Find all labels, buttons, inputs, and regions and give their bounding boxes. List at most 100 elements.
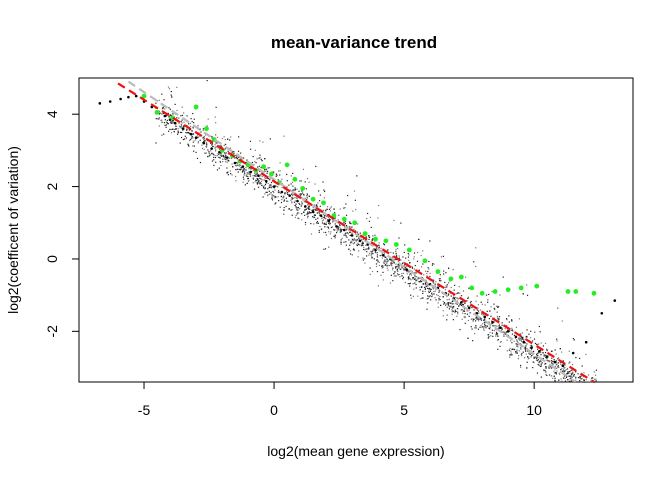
cloud-point <box>262 186 265 188</box>
cloud-point <box>179 131 182 134</box>
cloud-point <box>499 341 502 343</box>
highlighted-point <box>406 247 412 253</box>
cloud-point <box>522 336 524 338</box>
cloud-point <box>448 302 450 304</box>
cloud-point <box>225 152 227 154</box>
cloud-point <box>307 207 310 209</box>
cloud-point <box>362 257 364 259</box>
cloud-point <box>523 357 526 359</box>
cloud-point <box>475 317 477 319</box>
cloud-point <box>214 146 217 148</box>
cloud-point <box>407 270 410 273</box>
cloud-point <box>178 122 180 125</box>
cloud-point <box>172 120 174 122</box>
cloud-point <box>322 216 324 219</box>
cloud-point <box>471 307 473 309</box>
cloud-point <box>503 331 505 333</box>
cloud-point <box>545 354 547 356</box>
cloud-point <box>232 166 234 168</box>
cloud-point <box>325 209 327 211</box>
cloud-point <box>398 273 401 276</box>
cloud-point <box>407 277 410 279</box>
cloud-point <box>550 350 553 352</box>
cloud-point <box>532 350 535 353</box>
cloud-point <box>555 353 557 355</box>
cloud-point <box>392 267 394 269</box>
cloud-point <box>191 137 193 139</box>
cloud-point <box>575 379 577 381</box>
cloud-point <box>358 250 360 252</box>
cloud-point <box>437 284 439 287</box>
cloud-point <box>219 144 221 147</box>
cloud-point <box>537 354 539 357</box>
cloud-point <box>313 208 315 210</box>
cloud-point <box>197 142 199 144</box>
cloud-point <box>319 225 321 228</box>
cloud-point <box>338 226 340 229</box>
cloud-point <box>283 199 286 201</box>
cloud-point <box>401 272 403 275</box>
cloud-point <box>489 326 491 328</box>
cloud-point <box>511 327 513 329</box>
cloud-point <box>350 240 352 242</box>
cloud-point <box>520 346 522 348</box>
cloud-point <box>291 209 293 211</box>
cloud-point <box>337 219 339 221</box>
cloud-point <box>398 257 400 259</box>
cloud-point <box>347 194 349 197</box>
plot-frame <box>78 77 634 383</box>
cloud-point <box>449 306 451 308</box>
cloud-point <box>452 307 454 309</box>
cloud-point <box>413 252 416 254</box>
cloud-point <box>177 131 180 133</box>
cloud-point <box>435 281 437 283</box>
cloud-point <box>264 183 267 186</box>
cloud-point <box>243 178 245 180</box>
cloud-point <box>413 288 415 290</box>
cloud-point <box>410 279 412 281</box>
cloud-point <box>278 192 280 194</box>
cloud-point <box>564 370 566 372</box>
cloud-point <box>372 235 374 237</box>
cloud-point <box>271 194 273 196</box>
cloud-point <box>404 244 406 246</box>
cloud-point <box>551 363 554 365</box>
cloud-point <box>520 364 522 367</box>
cloud-point <box>518 350 520 352</box>
cloud-point <box>592 377 594 379</box>
cloud-point <box>416 260 419 262</box>
cloud-point <box>269 193 271 195</box>
cloud-point <box>340 229 342 232</box>
cloud-point <box>483 328 485 330</box>
trend-line <box>127 80 577 382</box>
cloud-point <box>334 229 336 231</box>
cloud-point <box>525 347 527 349</box>
cloud-point <box>262 196 264 198</box>
cloud-point <box>235 154 237 157</box>
cloud-point <box>431 293 433 295</box>
cloud-point <box>575 376 577 378</box>
cloud-point <box>535 356 537 358</box>
cloud-point <box>553 358 555 361</box>
cloud-point <box>324 190 326 193</box>
cloud-point <box>391 265 393 267</box>
data-point <box>335 225 338 228</box>
cloud-point <box>495 335 497 337</box>
data-point <box>296 199 299 203</box>
cloud-point <box>370 250 372 253</box>
cloud-point <box>520 348 522 350</box>
cloud-point <box>376 252 379 254</box>
cloud-point <box>182 129 184 132</box>
cloud-point <box>181 119 183 121</box>
cloud-point <box>229 170 231 172</box>
cloud-point <box>203 135 206 138</box>
cloud-point <box>214 147 216 149</box>
cloud-point <box>538 343 540 345</box>
cloud-point <box>206 79 208 82</box>
cloud-point <box>331 226 333 228</box>
cloud-point <box>427 267 429 269</box>
cloud-point <box>415 272 418 274</box>
cloud-point <box>579 376 581 379</box>
cloud-point <box>291 181 294 184</box>
cloud-point <box>536 372 539 374</box>
